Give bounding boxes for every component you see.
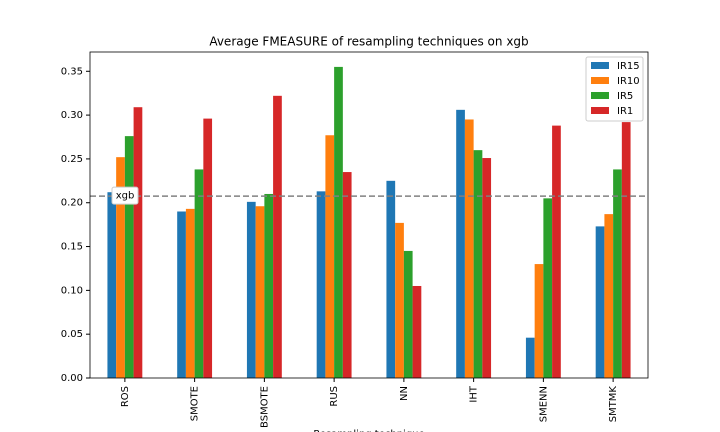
y-tick-label: 0.30 <box>61 110 83 121</box>
legend-swatch <box>591 62 609 69</box>
bar <box>107 192 117 378</box>
legend-label: IR5 <box>617 91 633 102</box>
bar <box>464 119 474 379</box>
y-tick-label: 0.35 <box>61 66 83 77</box>
x-tick-label: NN <box>399 386 410 401</box>
x-tick-label: SMTMK <box>608 386 619 423</box>
bar <box>543 198 553 378</box>
bar <box>595 226 605 378</box>
x-tick-label: BSMOTE <box>259 386 270 428</box>
annotation-box <box>111 186 139 205</box>
bar <box>525 337 535 378</box>
bar <box>116 157 125 378</box>
y-tick-label: 0.00 <box>61 373 83 384</box>
bar <box>456 109 465 378</box>
bar <box>194 169 204 378</box>
bar <box>482 158 492 378</box>
bar <box>203 118 213 379</box>
x-tick-label: RUS <box>329 386 340 407</box>
legend-label: IR1 <box>617 106 633 117</box>
bar <box>386 180 396 378</box>
y-tick-label: 0.25 <box>61 154 83 165</box>
annotation: xgb <box>116 191 135 202</box>
chart-title: Average FMEASURE of resampling technique… <box>209 35 528 49</box>
bar <box>334 66 343 378</box>
legend-label: IR10 <box>617 76 640 87</box>
bar <box>395 222 404 378</box>
legend-box <box>585 56 644 122</box>
bar <box>325 135 335 378</box>
x-axis-label: Resampling technique <box>313 429 424 432</box>
bar <box>185 208 195 378</box>
bar <box>255 206 265 378</box>
legend-swatch <box>591 107 609 114</box>
legend-swatch <box>591 92 609 99</box>
bar <box>621 122 631 378</box>
bar <box>342 172 352 378</box>
bar <box>552 125 561 378</box>
x-tick-label: SMOTE <box>190 386 201 421</box>
bar <box>124 136 134 378</box>
bar <box>403 250 413 378</box>
legend-swatch <box>591 77 609 84</box>
y-tick-label: 0.20 <box>61 198 83 209</box>
bar <box>604 214 614 378</box>
bar <box>264 193 274 378</box>
bar <box>273 95 282 379</box>
bar <box>412 285 422 378</box>
x-tick-label: SMENN <box>538 386 549 422</box>
bar <box>613 169 622 378</box>
bar <box>133 107 143 378</box>
y-tick-label: 0.10 <box>61 285 83 296</box>
bar <box>316 191 326 378</box>
bar <box>534 264 544 378</box>
y-tick-label: 0.15 <box>61 242 83 253</box>
bar <box>177 211 186 378</box>
bar <box>246 201 256 378</box>
bar <box>473 150 483 378</box>
y-tick-label: 0.05 <box>61 329 83 340</box>
x-tick-label: ROS <box>120 386 131 407</box>
legend-label: IR15 <box>617 61 640 72</box>
x-tick-label: IHT <box>469 385 480 402</box>
plot-frame <box>89 51 649 379</box>
